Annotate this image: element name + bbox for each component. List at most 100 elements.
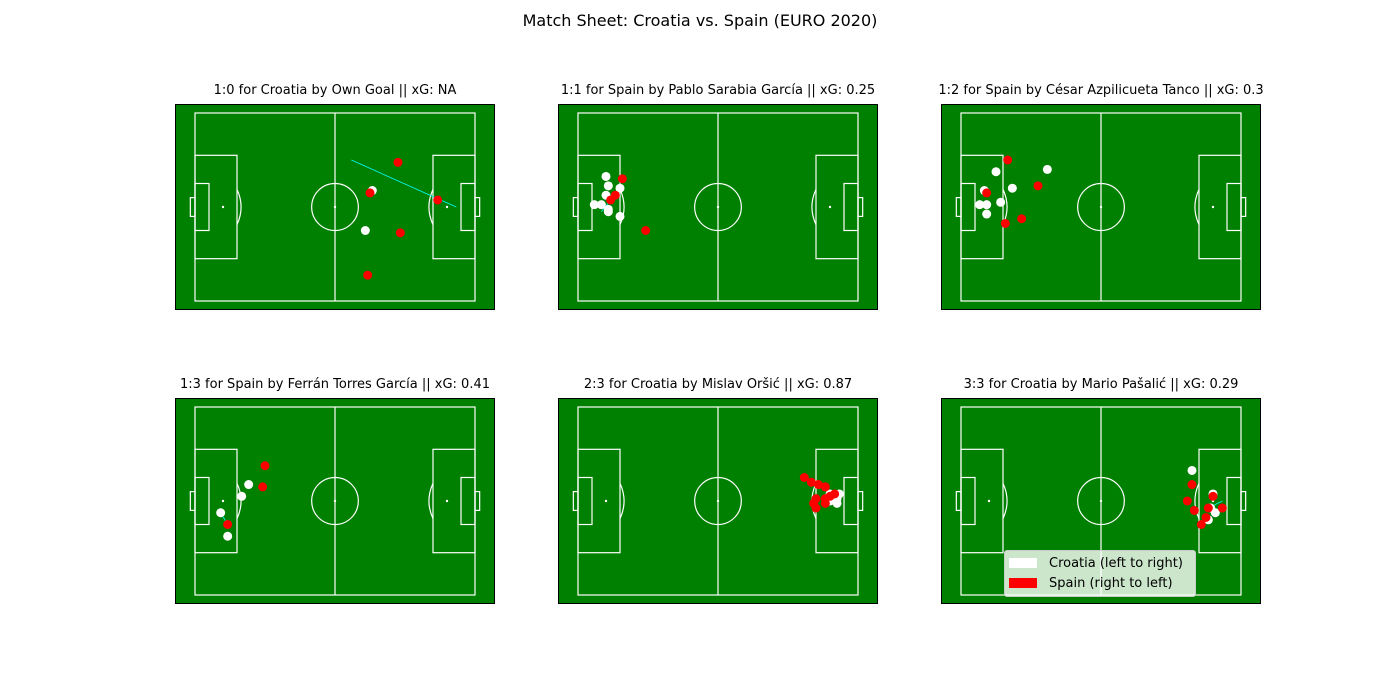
legend-label-spain: Spain (right to left): [1049, 575, 1173, 591]
croatia-player-marker: [603, 181, 613, 191]
center-spot: [333, 499, 337, 503]
spain-player-marker: [1189, 505, 1199, 515]
croatia-player-marker: [991, 167, 1001, 177]
spain-player-marker: [606, 195, 616, 205]
croatia-player-marker: [1187, 465, 1197, 475]
croatia-player-marker: [589, 200, 599, 210]
croatia-player-marker: [223, 531, 233, 541]
spain-player-marker: [363, 270, 373, 280]
right-penalty-spot: [445, 205, 449, 209]
left-goal: [189, 196, 196, 217]
croatia-player-marker: [982, 200, 992, 210]
left-penalty-spot: [987, 499, 991, 503]
right-penalty-arc: [1194, 189, 1200, 225]
left-penalty-spot: [604, 499, 608, 503]
right-penalty-spot: [445, 499, 449, 503]
right-goal: [857, 196, 864, 217]
spain-player-marker: [811, 503, 821, 513]
croatia-player-marker: [1042, 164, 1052, 174]
spain-player-marker: [1017, 214, 1027, 224]
croatia-player-marker: [975, 200, 985, 210]
spain-player-marker: [617, 174, 627, 184]
center-circle: [1077, 476, 1125, 526]
right-penalty-spot: [828, 205, 832, 209]
center-spot: [333, 205, 337, 209]
croatia-player-marker: [996, 197, 1006, 207]
croatia-player-marker: [601, 171, 611, 181]
left-penalty-arc: [619, 483, 625, 519]
pitch-panel-1: [175, 104, 495, 310]
legend-label-croatia: Croatia (left to right): [1049, 555, 1183, 571]
left-goal: [572, 490, 579, 511]
center-circle: [311, 182, 359, 232]
spain-player-marker: [820, 482, 830, 492]
legend: Croatia (left to right) Spain (right to …: [1004, 550, 1196, 597]
left-penalty-arc: [1002, 483, 1008, 519]
panel-4-title: 1:3 for Spain by Ferrán Torres García ||…: [180, 377, 490, 392]
figure-title: Match Sheet: Croatia vs. Spain (EURO 202…: [522, 11, 878, 30]
spain-player-marker: [820, 498, 830, 508]
right-penalty-arc: [1194, 483, 1200, 519]
center-spot: [1099, 205, 1103, 209]
panel-1-title: 1:0 for Croatia by Own Goal || xG: NA: [213, 83, 457, 98]
pitch-panel-4: [175, 398, 495, 604]
spain-player-marker: [1201, 512, 1211, 522]
panel-5-title: 2:3 for Croatia by Mislav Oršić || xG: 0…: [583, 377, 853, 392]
legend-item-croatia: Croatia (left to right): [1009, 554, 1183, 572]
pitch-panel-2: [558, 104, 878, 310]
spain-player-marker: [393, 157, 403, 167]
spain-player-marker: [830, 489, 840, 499]
spain-player-marker: [813, 480, 823, 490]
croatia-player-marker: [237, 491, 247, 501]
spain-player-marker: [982, 188, 992, 198]
spain-player-marker: [1217, 503, 1227, 513]
right-goal: [474, 490, 481, 511]
center-spot: [1099, 499, 1103, 503]
left-penalty-arc: [236, 483, 242, 519]
spain-player-marker: [395, 228, 405, 238]
croatia-player-marker: [216, 508, 226, 518]
pitch-panel-3: [941, 104, 1261, 310]
legend-item-spain: Spain (right to left): [1009, 574, 1173, 592]
spain-player-marker: [1196, 520, 1206, 529]
croatia-player-marker: [603, 207, 613, 217]
spain-player-marker: [799, 473, 809, 482]
spain-player-marker: [223, 520, 233, 529]
legend-swatch-spain: [1009, 578, 1037, 588]
left-goal: [955, 490, 962, 511]
left-goal: [955, 196, 962, 217]
left-goal: [189, 490, 196, 511]
croatia-player-marker: [615, 211, 625, 221]
spain-player-marker: [641, 226, 651, 235]
right-penalty-arc: [428, 483, 434, 519]
spain-player-marker: [258, 482, 268, 492]
croatia-player-marker: [596, 200, 606, 210]
center-circle: [311, 476, 359, 526]
right-goal: [857, 490, 864, 511]
croatia-player-marker: [360, 226, 370, 235]
left-goal: [572, 196, 579, 217]
croatia-player-marker: [832, 498, 842, 508]
left-penalty-arc: [236, 189, 242, 225]
right-penalty-spot: [1211, 205, 1215, 209]
spain-player-marker: [1000, 218, 1010, 228]
center-circle: [694, 182, 742, 232]
spain-player-marker: [1208, 491, 1218, 501]
spain-player-marker: [433, 195, 443, 205]
right-penalty-arc: [811, 189, 817, 225]
spain-player-marker: [1182, 496, 1192, 506]
legend-swatch-croatia: [1009, 558, 1037, 568]
right-goal: [1240, 490, 1247, 511]
spain-player-marker: [260, 461, 270, 471]
croatia-player-marker: [982, 209, 992, 219]
spain-player-marker: [1003, 155, 1013, 165]
right-goal: [474, 196, 481, 217]
center-spot: [716, 205, 720, 209]
croatia-player-marker: [1007, 183, 1017, 193]
center-spot: [716, 499, 720, 503]
spain-player-marker: [1187, 480, 1197, 490]
right-penalty-arc: [428, 189, 434, 225]
pitch-panel-5: [558, 398, 878, 604]
croatia-player-marker: [615, 183, 625, 193]
left-penalty-spot: [221, 499, 225, 503]
